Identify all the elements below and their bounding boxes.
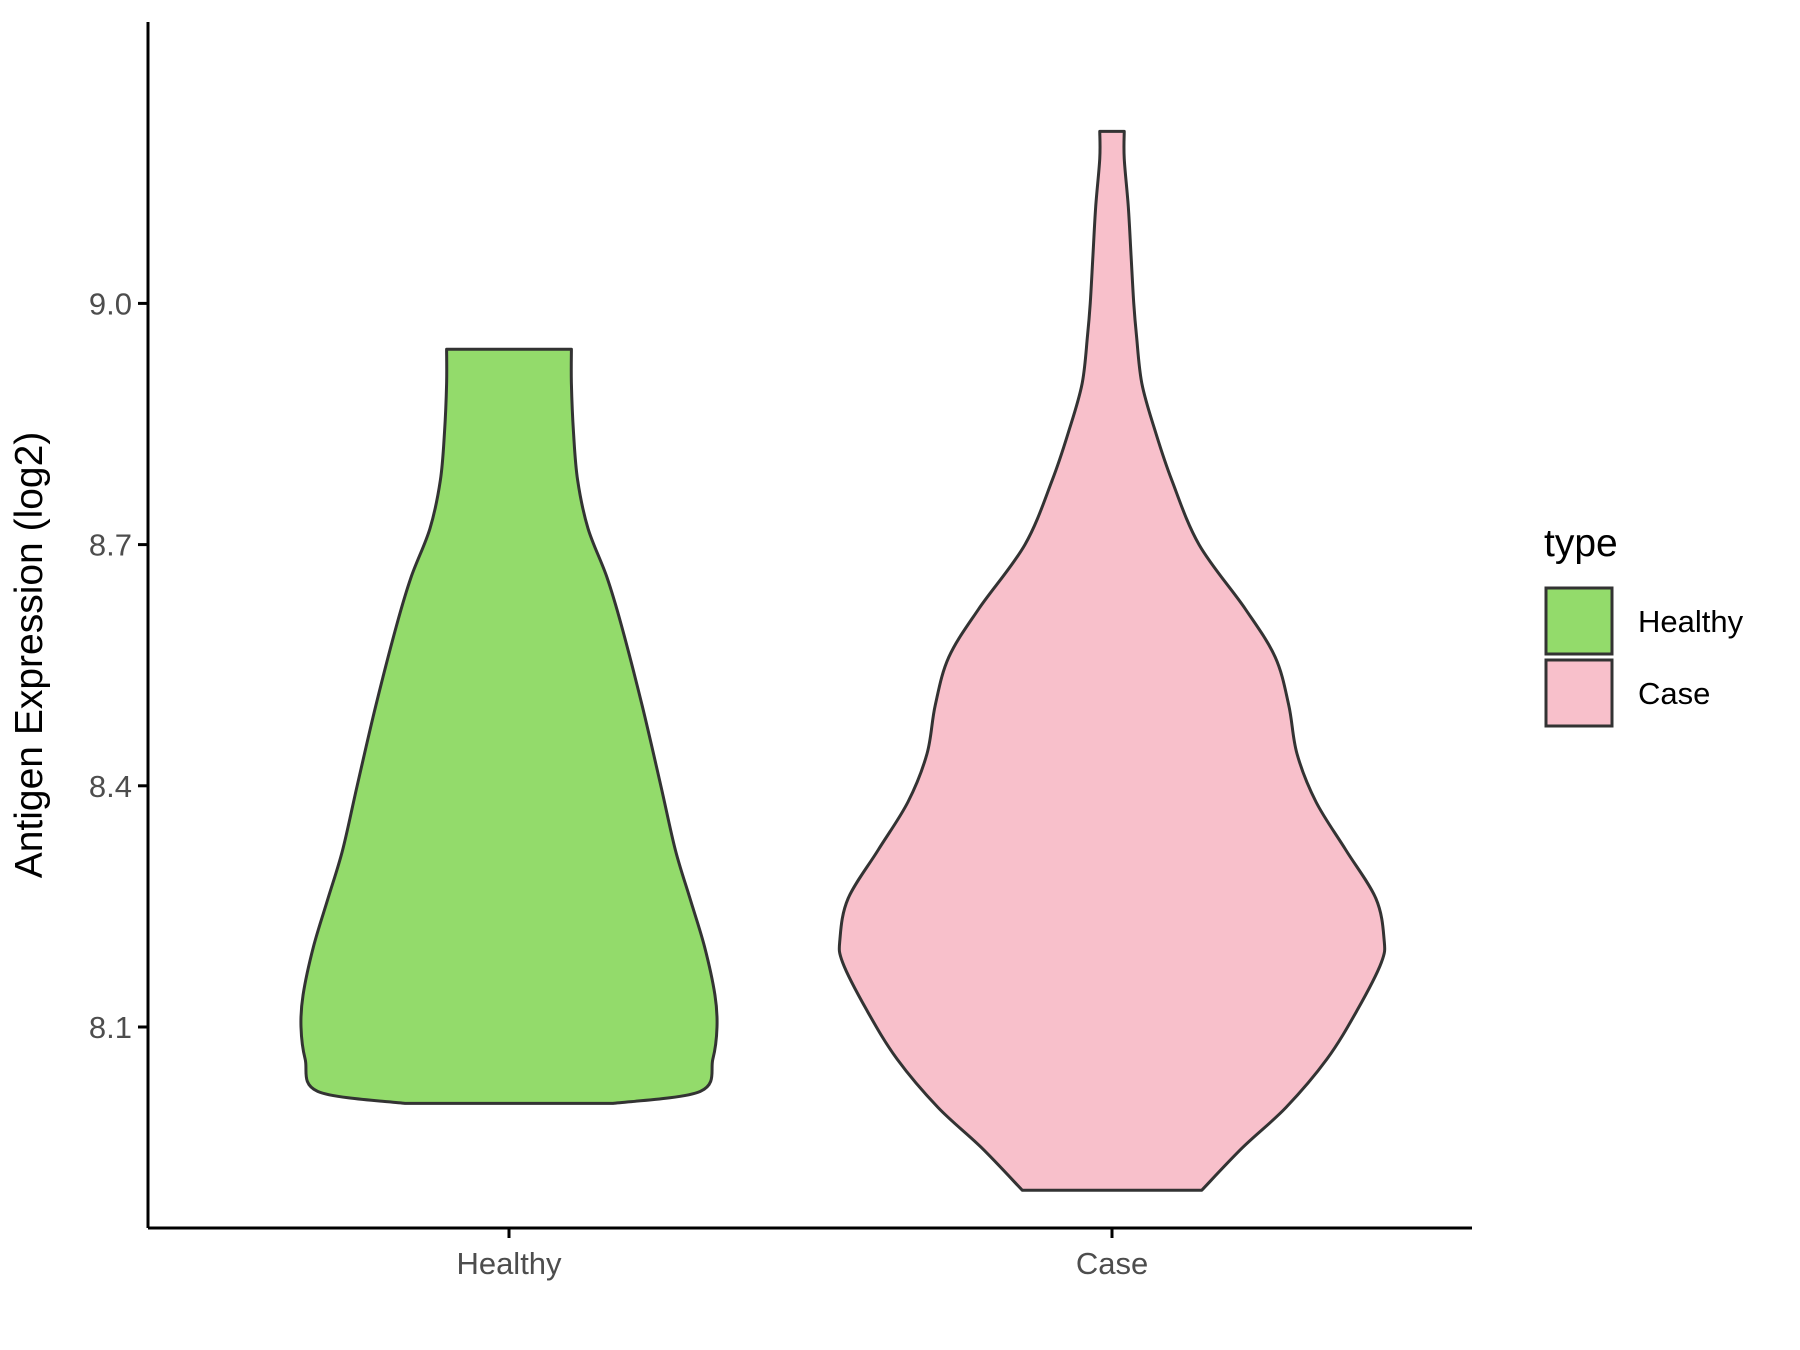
- x-tick-label-case: Case: [1076, 1246, 1148, 1281]
- y-tick-label: 9.0: [89, 286, 132, 321]
- y-axis-title: Antigen Expression (log2): [8, 432, 51, 879]
- legend-label-case: Case: [1638, 676, 1710, 711]
- violin-group: [299, 129, 1387, 1192]
- y-ticks: 8.1 8.4 8.7 9.0: [89, 286, 148, 1045]
- legend-items: Healthy Case: [1544, 586, 1744, 728]
- legend: type Healthy Case: [1544, 522, 1744, 728]
- violin-case: [837, 129, 1387, 1192]
- legend-key-case: [1544, 658, 1614, 728]
- violin-healthy: [299, 347, 719, 1105]
- x-ticks: Healthy Case: [456, 1228, 1148, 1281]
- legend-label-healthy: Healthy: [1638, 604, 1744, 639]
- y-tick-label: 8.4: [89, 769, 132, 804]
- x-tick-label-healthy: Healthy: [456, 1246, 562, 1281]
- legend-title: type: [1544, 522, 1618, 565]
- y-tick-label: 8.1: [89, 1010, 132, 1045]
- axes-group: 8.1 8.4 8.7 9.0 Healthy Case: [89, 22, 1472, 1281]
- y-tick-label: 8.7: [89, 528, 132, 563]
- legend-key-healthy: [1544, 586, 1614, 656]
